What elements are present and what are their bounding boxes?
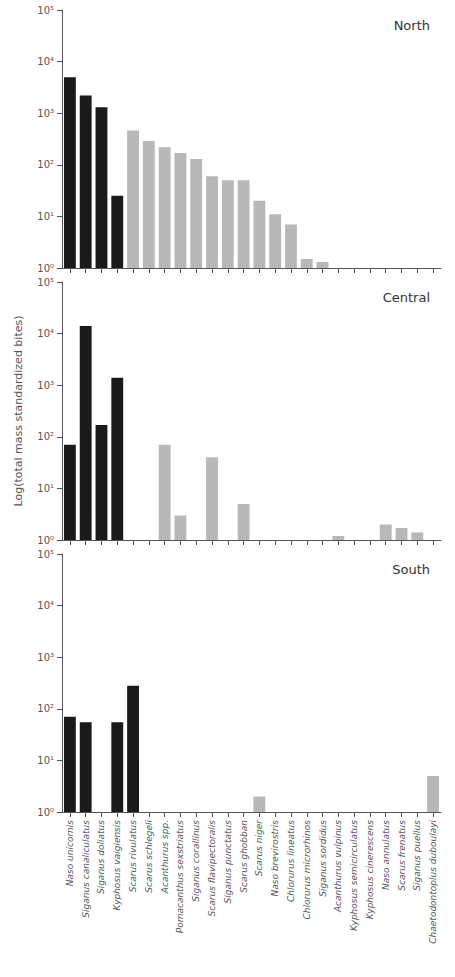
svg-text:Chlorurus microrhinos: Chlorurus microrhinos [302, 820, 312, 920]
svg-text:Scarus flavipectoralis: Scarus flavipectoralis [207, 820, 217, 917]
svg-text:Naso brevirostris: Naso brevirostris [270, 820, 280, 897]
svg-text:10²: 10² [37, 703, 54, 714]
svg-text:10³: 10³ [37, 108, 54, 119]
svg-text:10¹: 10¹ [37, 755, 54, 766]
svg-text:Kyphosus vaigiensis: Kyphosus vaigiensis [112, 820, 122, 911]
svg-text:Acanthurus spp.: Acanthurus spp. [160, 820, 170, 894]
svg-text:10³: 10³ [37, 652, 54, 663]
svg-text:10⁴: 10⁴ [37, 600, 54, 611]
svg-text:Siganus puellus: Siganus puellus [412, 820, 422, 891]
svg-text:Scarus niger: Scarus niger [254, 819, 264, 877]
svg-text:Chaetodontoplus duboulayi: Chaetodontoplus duboulayi [428, 820, 438, 944]
svg-text:Naso annulatus: Naso annulatus [381, 820, 391, 890]
svg-text:North: North [394, 18, 430, 33]
svg-text:10⁴: 10⁴ [37, 56, 54, 67]
svg-text:Naso unicornis: Naso unicornis [65, 820, 75, 887]
svg-text:10⁵: 10⁵ [37, 549, 54, 560]
svg-text:Log(total mass standardized bi: Log(total mass standardized bites) [12, 315, 25, 506]
svg-text:10¹: 10¹ [37, 483, 54, 494]
svg-text:10⁰: 10⁰ [37, 263, 54, 274]
svg-text:Scarus rivulatus: Scarus rivulatus [128, 820, 138, 893]
svg-text:10⁵: 10⁵ [37, 5, 54, 16]
svg-text:Siganus punctatus: Siganus punctatus [223, 820, 233, 904]
svg-text:Siganus doliatus: Siganus doliatus [96, 820, 106, 894]
svg-text:Siganus corallinus: Siganus corallinus [191, 820, 201, 902]
svg-text:Acanthurus vulpinus: Acanthurus vulpinus [333, 820, 343, 913]
svg-text:Scarus schlegeli: Scarus schlegeli [144, 820, 154, 893]
svg-text:South: South [392, 562, 430, 577]
svg-text:10²: 10² [37, 159, 54, 170]
svg-text:10¹: 10¹ [37, 211, 54, 222]
svg-text:10⁰: 10⁰ [37, 807, 54, 818]
svg-text:Scarus frenatus: Scarus frenatus [397, 820, 407, 891]
svg-text:Kyphosus cinerescens: Kyphosus cinerescens [365, 820, 375, 920]
svg-text:Scarus ghobban: Scarus ghobban [239, 820, 249, 893]
svg-text:Kyphosus semicirculatus: Kyphosus semicirculatus [349, 820, 359, 931]
svg-text:10²: 10² [37, 431, 54, 442]
svg-text:10⁰: 10⁰ [37, 535, 54, 546]
svg-text:Chlorurus lineatus: Chlorurus lineatus [286, 820, 296, 902]
svg-text:10⁴: 10⁴ [37, 328, 54, 339]
svg-text:Siganus canaliculatus: Siganus canaliculatus [81, 820, 91, 918]
svg-text:10³: 10³ [37, 380, 54, 391]
svg-text:Central: Central [383, 290, 430, 305]
svg-text:Siganus sordidus: Siganus sordidus [318, 820, 328, 897]
svg-text:10⁵: 10⁵ [37, 277, 54, 288]
svg-text:Pomacanthus sexstriatus: Pomacanthus sexstriatus [175, 820, 185, 934]
